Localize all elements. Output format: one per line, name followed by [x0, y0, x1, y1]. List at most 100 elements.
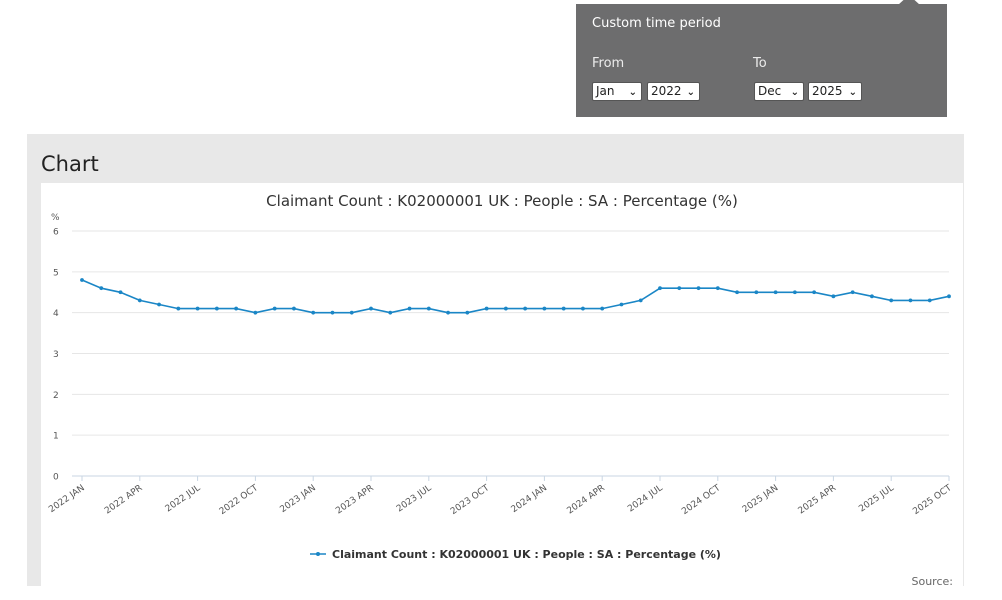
- line-chart: Claimant Count : K02000001 UK : People :…: [47, 192, 954, 561]
- data-point: [234, 306, 239, 311]
- data-point: [388, 310, 393, 315]
- x-tick-label: 2023 JUL: [395, 483, 434, 514]
- data-point: [195, 306, 200, 311]
- y-axis-unit-label: %: [51, 213, 60, 223]
- to-year-value: 2025: [812, 84, 843, 98]
- to-label: To: [753, 56, 767, 71]
- data-point: [947, 294, 951, 299]
- data-point: [542, 306, 547, 311]
- data-point: [619, 302, 624, 307]
- custom-time-period-panel: Custom time period From To Jan ⌄ 2022 ⌄ …: [576, 0, 947, 117]
- data-point: [773, 290, 778, 295]
- chevron-down-icon: ⌄: [848, 87, 857, 98]
- data-point: [157, 302, 161, 307]
- data-point: [927, 298, 932, 303]
- data-point: [426, 306, 431, 311]
- x-tick-label: 2022 JUL: [164, 483, 203, 514]
- data-point: [696, 286, 701, 291]
- from-year-value: 2022: [651, 84, 682, 98]
- y-tick-label: 0: [53, 473, 59, 483]
- data-point: [792, 290, 797, 295]
- data-point: [812, 290, 817, 295]
- data-point: [330, 310, 335, 315]
- data-point: [465, 310, 470, 315]
- data-point: [311, 310, 316, 315]
- data-point: [908, 298, 913, 303]
- x-tick-label: 2023 JAN: [278, 483, 317, 515]
- data-point: [600, 306, 605, 311]
- y-tick-label: 5: [53, 268, 59, 278]
- data-point: [349, 310, 354, 315]
- data-point: [253, 310, 258, 315]
- y-tick-label: 2: [53, 391, 59, 401]
- data-point: [407, 306, 412, 311]
- data-point: [118, 290, 123, 295]
- y-tick-label: 1: [53, 432, 59, 442]
- data-point: [137, 298, 142, 303]
- y-axis: 0 1 2 3 4 5 6: [53, 228, 59, 483]
- series-layer: [80, 278, 951, 315]
- chart-legend[interactable]: Claimant Count : K02000001 UK : People :…: [310, 548, 721, 561]
- y-tick-label: 3: [53, 350, 59, 360]
- chevron-down-icon: ⌄: [686, 87, 695, 98]
- data-point: [484, 306, 489, 311]
- y-tick-label: 4: [53, 309, 59, 319]
- data-point: [369, 306, 373, 311]
- data-point: [176, 306, 181, 311]
- x-tick-label: 2025 OCT: [911, 483, 954, 517]
- data-point: [754, 290, 759, 295]
- x-tick-label: 2025 JAN: [741, 483, 780, 515]
- to-month-select[interactable]: Dec ⌄: [754, 82, 804, 101]
- x-tick-label: 2022 JAN: [47, 483, 86, 515]
- data-point: [677, 286, 682, 291]
- chart-area: Claimant Count : K02000001 UK : People :…: [41, 183, 963, 588]
- to-year-select[interactable]: 2025 ⌄: [808, 82, 862, 101]
- x-tick-label: 2025 APR: [797, 483, 838, 516]
- data-point: [870, 294, 874, 299]
- data-point: [523, 306, 528, 311]
- x-tick-label: 2024 JAN: [510, 483, 549, 515]
- grid-lines: [72, 230, 949, 477]
- from-month-select[interactable]: Jan ⌄: [592, 82, 642, 101]
- x-tick-label: 2023 OCT: [449, 483, 492, 517]
- from-month-value: Jan: [596, 84, 615, 98]
- legend-label: Claimant Count : K02000001 UK : People :…: [332, 548, 721, 561]
- data-point: [214, 306, 219, 311]
- popup-caret: [898, 0, 920, 5]
- data-point: [889, 298, 894, 303]
- x-tick-label: 2022 OCT: [218, 483, 261, 517]
- to-month-value: Dec: [758, 84, 782, 98]
- chevron-down-icon: ⌄: [790, 87, 799, 98]
- data-point: [292, 306, 296, 311]
- data-point: [503, 306, 508, 311]
- y-tick-label: 6: [53, 228, 59, 238]
- x-tick-label: 2024 OCT: [680, 483, 723, 517]
- data-point: [735, 290, 739, 295]
- data-point: [581, 306, 585, 311]
- from-label: From: [592, 56, 625, 71]
- chart-title: Claimant Count : K02000001 UK : People :…: [266, 192, 738, 210]
- x-tick-label: 2025 JUL: [857, 483, 896, 514]
- data-point: [446, 310, 450, 315]
- data-point: [638, 298, 643, 303]
- chart-panel-heading: Chart: [41, 152, 99, 176]
- chevron-down-icon: ⌄: [628, 87, 637, 98]
- x-axis: 2022 JAN 2022 APR 2022 JUL 2022 OCT 2023 JAN…: [47, 476, 954, 517]
- data-point: [80, 278, 84, 282]
- x-tick-label: 2024 JUL: [626, 483, 665, 514]
- chart-source-label: Source:: [911, 575, 954, 588]
- data-point: [99, 286, 104, 291]
- data-point: [831, 294, 836, 299]
- chart-panel: Chart Claimant Count : K02000001 UK : Pe…: [27, 134, 964, 588]
- series-line: [81, 279, 950, 314]
- data-point: [850, 290, 855, 295]
- from-year-select[interactable]: 2022 ⌄: [647, 82, 700, 101]
- legend-marker-swatch: [316, 552, 320, 556]
- x-tick-label: 2022 APR: [103, 483, 144, 516]
- data-point: [658, 286, 662, 291]
- data-point: [272, 306, 277, 311]
- data-point: [561, 306, 566, 311]
- x-tick-label: 2023 APR: [334, 483, 375, 516]
- custom-time-period-title: Custom time period: [592, 16, 721, 31]
- data-point: [715, 286, 720, 291]
